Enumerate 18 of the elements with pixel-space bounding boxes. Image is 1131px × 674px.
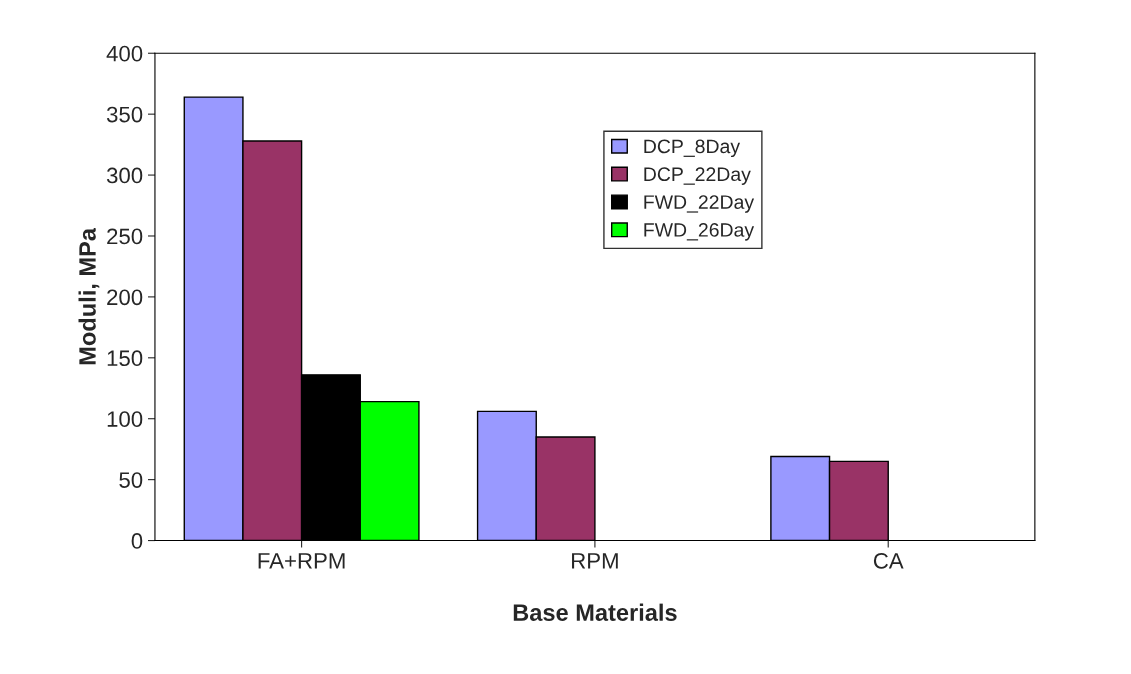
x-axis-title: Base Materials	[513, 603, 677, 621]
legend-label: FWD_26Day	[644, 223, 755, 241]
y-tick-label: 0	[131, 533, 143, 549]
y-tick-label: 300	[106, 167, 143, 184]
x-tick-label: FA+RPM	[258, 553, 345, 569]
y-tick-label: 150	[107, 350, 143, 367]
y-tick-label: 50	[119, 472, 143, 488]
y-tick-label: 200	[107, 289, 143, 306]
y-axis-title: Moduli, MPa	[78, 227, 100, 365]
y-tick-label: 100	[107, 411, 143, 427]
legend-label: DCP_22Day	[644, 167, 751, 185]
legend-label: DCP_8Day	[644, 139, 741, 158]
y-tick-label: 350	[106, 106, 143, 123]
legend-label: FWD_22Day	[644, 195, 755, 213]
y-tick-label: 250	[107, 228, 143, 245]
x-tick-label: CA	[873, 552, 904, 569]
y-tick-label: 400	[106, 45, 143, 62]
x-tick-label: RPM	[572, 553, 618, 569]
